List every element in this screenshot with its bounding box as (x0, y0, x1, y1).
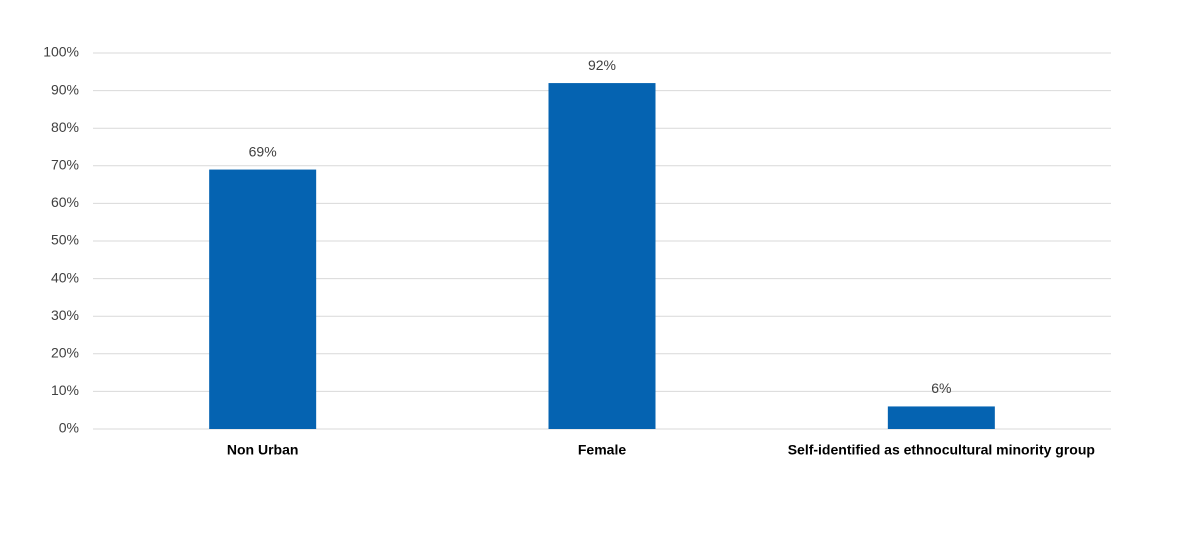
x-tick-label: Female (578, 442, 626, 458)
y-tick-label: 100% (43, 44, 79, 60)
data-label: 69% (249, 143, 277, 159)
y-tick-label: 20% (51, 345, 79, 361)
y-tick-label: 50% (51, 232, 79, 248)
y-tick-label: 90% (51, 81, 79, 97)
y-tick-label: 30% (51, 307, 79, 323)
y-tick-label: 60% (51, 194, 79, 210)
y-tick-label: 0% (59, 420, 79, 436)
y-tick-label: 10% (51, 382, 79, 398)
data-label: 92% (588, 57, 616, 73)
x-tick-label: Self-identified as ethnocultural minorit… (788, 442, 1095, 458)
y-tick-label: 40% (51, 269, 79, 285)
data-label: 6% (931, 380, 951, 396)
y-tick-label: 80% (51, 119, 79, 135)
bar (548, 83, 656, 429)
x-tick-label: Non Urban (227, 442, 299, 458)
bar (209, 169, 317, 429)
bar (887, 406, 995, 429)
y-tick-label: 70% (51, 157, 79, 173)
